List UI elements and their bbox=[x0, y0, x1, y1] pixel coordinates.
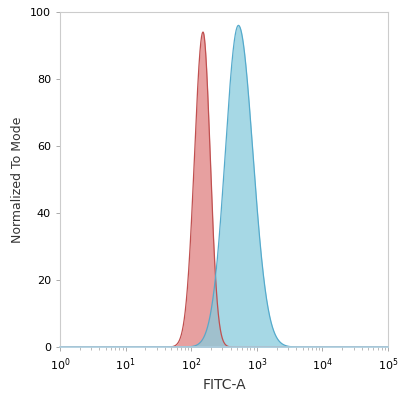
Y-axis label: Normalized To Mode: Normalized To Mode bbox=[12, 117, 24, 243]
X-axis label: FITC-A: FITC-A bbox=[202, 378, 246, 392]
